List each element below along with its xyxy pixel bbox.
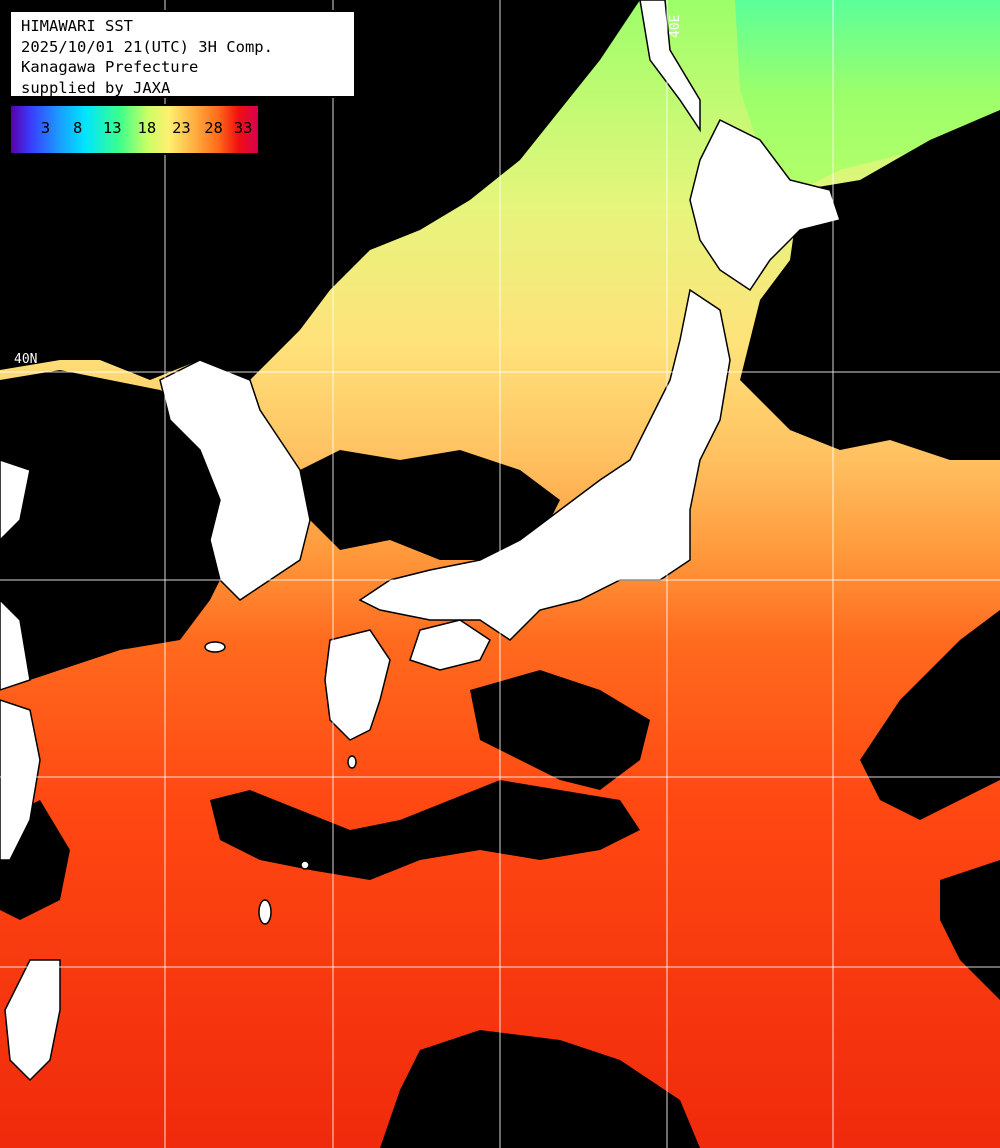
land-taiwan <box>4 959 61 1082</box>
legend-tick: 3 <box>40 119 51 137</box>
legend-tick: 18 <box>137 119 157 137</box>
credit: supplied by JAXA <box>21 78 171 97</box>
product-title: HIMAWARI SST <box>21 17 133 35</box>
land-honshu <box>358 288 731 641</box>
legend-tick: 33 <box>233 119 253 137</box>
region-name: Kanagawa Prefecture <box>21 58 199 76</box>
land-sakhalin <box>639 0 701 133</box>
map-title-box: HIMAWARI SST 2025/10/01 21(UTC) 3H Comp.… <box>9 10 356 98</box>
land-china-north <box>0 459 31 542</box>
land-shikoku <box>409 619 491 671</box>
color-legend: 3 8 13 18 23 28 33 <box>9 104 260 155</box>
legend-tick: 28 <box>204 119 223 137</box>
legend-tick: 13 <box>102 119 122 137</box>
latitude-label: 40N <box>14 352 38 367</box>
land-hokkaido <box>689 118 841 292</box>
land-china-east <box>0 699 41 861</box>
land-masses <box>0 0 841 1082</box>
legend-tick: 23 <box>172 119 191 137</box>
legend-tick: 8 <box>73 119 83 137</box>
land-korea <box>159 359 311 601</box>
longitude-label: 40E <box>668 14 683 38</box>
land-kyushu <box>324 629 391 741</box>
timestamp: 2025/10/01 21(UTC) 3H Comp. <box>21 37 273 56</box>
land-china-coast <box>0 598 31 691</box>
